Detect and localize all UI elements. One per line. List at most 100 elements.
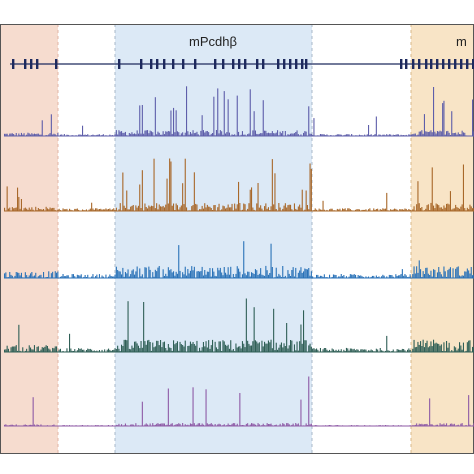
signal-bar: [433, 425, 435, 426]
signal-bar: [270, 206, 272, 211]
signal-bar: [131, 345, 133, 352]
signal-bar: [426, 267, 428, 278]
signal-bar: [312, 276, 314, 278]
exon-mark: [283, 59, 286, 69]
signal-bar: [244, 204, 246, 211]
signal-bar: [426, 205, 428, 211]
signal-bar: [409, 209, 411, 211]
signal-bar: [241, 425, 243, 426]
signal-bar: [39, 275, 41, 278]
signal-bar: [295, 267, 297, 278]
signal-bar: [231, 134, 233, 136]
signal-bar: [235, 273, 237, 278]
signal-bar: [297, 272, 299, 278]
signal-bar: [451, 209, 453, 211]
signal-bar: [18, 197, 20, 211]
signal-bar: [27, 277, 29, 278]
signal-bar: [122, 172, 124, 211]
signal-bar: [196, 424, 198, 426]
signal-bar: [274, 425, 276, 426]
signal-bar: [397, 425, 399, 426]
signal-bar: [7, 425, 9, 426]
signal-bar: [65, 209, 67, 211]
signal-bar: [365, 209, 367, 211]
signal-bar: [338, 134, 340, 136]
signal-bar: [245, 298, 247, 352]
signal-bar: [243, 343, 245, 352]
signal-bar: [215, 130, 217, 136]
signal-bar: [423, 424, 425, 426]
signal-bar: [243, 203, 245, 211]
signal-bar: [50, 208, 52, 211]
signal-bar: [150, 131, 152, 136]
signal-bar: [417, 134, 419, 136]
signal-bar: [374, 351, 376, 352]
signal-bar: [362, 349, 364, 352]
signal-bar: [297, 350, 299, 352]
signal-bar: [10, 274, 12, 278]
signal-bar: [423, 274, 425, 278]
signal-bar: [160, 134, 162, 136]
signal-bar: [108, 425, 110, 426]
signal-bar: [245, 423, 247, 426]
signal-bar: [234, 423, 236, 426]
signal-bar: [381, 209, 383, 211]
signal-bar: [126, 190, 128, 211]
signal-bar: [179, 423, 181, 426]
signal-bar: [443, 266, 445, 278]
signal-bar: [102, 134, 104, 136]
signal-bar: [348, 425, 350, 426]
signal-bar: [227, 267, 229, 278]
signal-bar: [209, 268, 211, 278]
signal-bar: [105, 274, 107, 278]
signal-bar: [240, 210, 242, 211]
signal-bar: [66, 348, 68, 352]
signal-bar: [228, 132, 230, 136]
signal-bar: [279, 344, 281, 352]
signal-bar: [123, 205, 125, 211]
signal-bar: [304, 209, 306, 211]
signal-bar: [264, 425, 266, 426]
signal-bar: [297, 134, 299, 136]
signal-bar: [46, 135, 48, 136]
signal-bar: [79, 275, 81, 278]
signal-bar: [370, 276, 372, 278]
signal-bar: [204, 270, 206, 278]
signal-bar: [321, 275, 323, 278]
signal-bar: [166, 424, 168, 426]
signal-bar: [30, 424, 32, 426]
signal-bar: [327, 210, 329, 211]
signal-bar: [466, 268, 468, 278]
signal-bar: [247, 134, 249, 136]
signal-bar: [221, 209, 223, 211]
signal-bar: [392, 425, 394, 426]
signal-bar: [101, 135, 103, 136]
signal-bar: [57, 271, 59, 278]
signal-bar: [264, 275, 266, 278]
signal-bar: [355, 274, 357, 278]
signal-bar: [58, 208, 60, 211]
signal-bar: [5, 349, 7, 352]
signal-bar: [365, 276, 367, 278]
signal-bar: [413, 206, 415, 211]
signal-bar: [271, 425, 273, 426]
signal-bar: [456, 134, 458, 136]
signal-bar: [418, 203, 420, 211]
signal-bar: [277, 130, 279, 136]
signal-bar: [280, 342, 282, 352]
signal-bar: [76, 208, 78, 211]
signal-bar: [72, 351, 74, 352]
signal-bar: [356, 277, 358, 278]
signal-bar: [378, 276, 380, 278]
signal-bar: [421, 207, 423, 211]
signal-bar: [322, 425, 324, 426]
signal-bar: [262, 423, 264, 426]
signal-bar: [269, 273, 271, 278]
signal-bar: [82, 209, 84, 211]
exon-mark: [262, 59, 265, 69]
signal-bar: [399, 275, 401, 278]
signal-bar: [140, 276, 142, 278]
signal-bar: [158, 132, 160, 136]
signal-bar: [238, 268, 240, 278]
signal-bar: [258, 133, 260, 136]
